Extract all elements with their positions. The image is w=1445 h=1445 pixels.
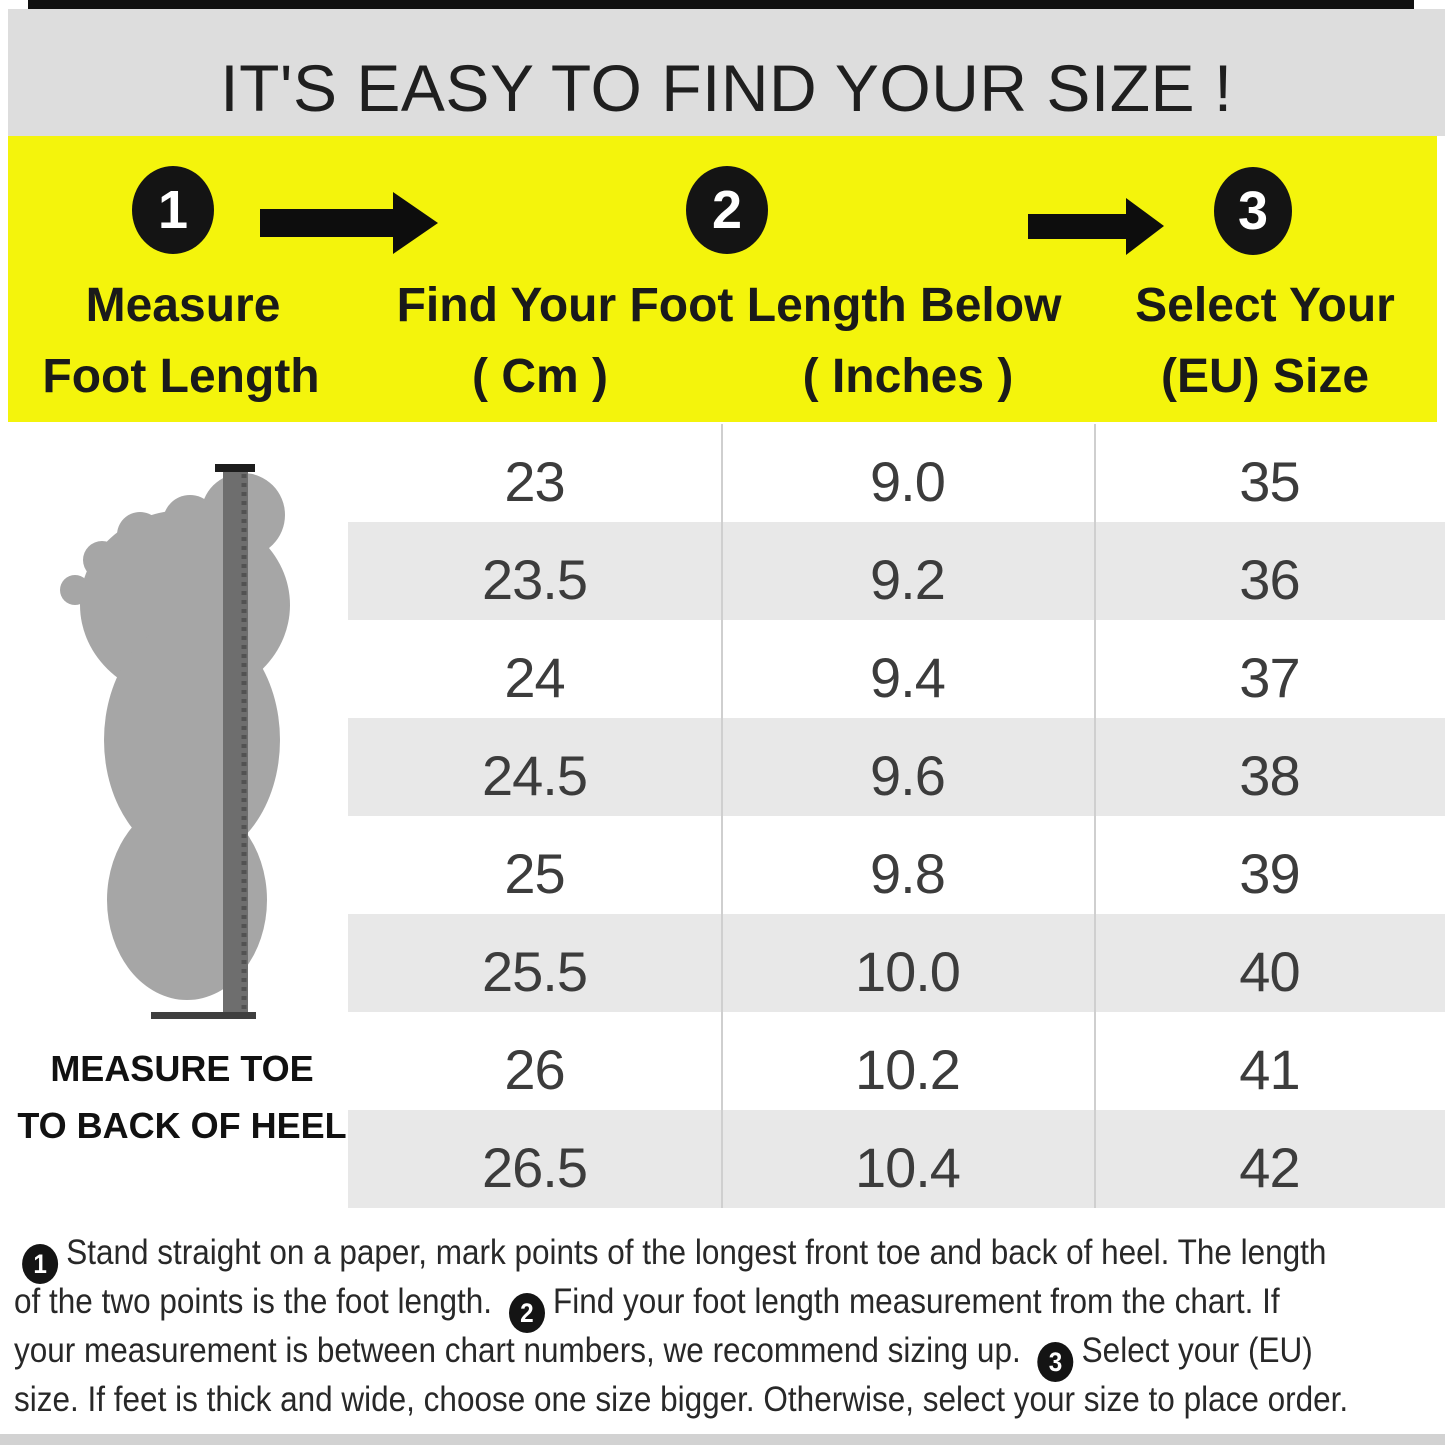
- table-row: 25 9.8 39: [348, 816, 1445, 914]
- table-cell: 41: [1239, 1038, 1300, 1101]
- table-row: 26 10.2 41: [348, 1012, 1445, 1110]
- table-cell: 42: [1239, 1136, 1300, 1199]
- step-number-badge: 2: [508, 1293, 545, 1333]
- foot-caption: MEASURE TOE TO BACK OF HEEL: [17, 1040, 346, 1154]
- table-cell: 10.2: [854, 1038, 961, 1101]
- ruler-icon: [151, 464, 256, 1019]
- table-cell: 35: [1239, 450, 1300, 513]
- step-2-number-badge: 2: [686, 166, 768, 254]
- table-cell: 38: [1239, 744, 1300, 807]
- table-cell: 25: [504, 842, 565, 905]
- table-cell: 9.8: [870, 842, 946, 905]
- step-3-number-badge: 3: [1214, 167, 1292, 255]
- instruction-line: your measurement is between chart number…: [14, 1326, 1313, 1382]
- table-cell: 9.0: [870, 450, 946, 513]
- table-cell: 37: [1239, 646, 1300, 709]
- table-row: 24.5 9.6 38: [348, 718, 1445, 816]
- table-row: 26.5 10.4 42: [348, 1110, 1445, 1208]
- step-2-label-cm: ( Cm ): [472, 350, 608, 403]
- size-table: 23 9.0 35 23.5 9.2 36 24 9.4 37 24.5 9.6 38 25 9.8 39 2…: [348, 424, 1445, 1208]
- table-row: 25.5 10.0 40: [348, 914, 1445, 1012]
- step-3-label-line2: (EU) Size: [1160, 350, 1370, 403]
- column-divider: [1094, 424, 1096, 1208]
- step-1-number-badge: 1: [132, 166, 214, 254]
- table-cell: 23.5: [481, 548, 588, 611]
- table-cell: 26.5: [481, 1136, 588, 1199]
- size-table-rows: 23 9.0 35 23.5 9.2 36 24 9.4 37 24.5 9.6 38 25 9.8 39 2…: [348, 424, 1445, 1208]
- table-cell: 24: [504, 646, 565, 709]
- table-cell: 36: [1239, 548, 1300, 611]
- step-1-label-line2: Foot Length: [42, 350, 320, 403]
- table-cell: 10.0: [854, 940, 961, 1003]
- instruction-line: 1 Stand straight on a paper, mark points …: [14, 1228, 1326, 1284]
- foot-caption-line2: TO BACK OF HEEL: [17, 1105, 347, 1146]
- step-2-label-inches: ( Inches ): [802, 350, 1014, 403]
- step-2-number: 2: [711, 180, 743, 240]
- step-1-number: 1: [157, 180, 189, 240]
- table-row: 23.5 9.2 36: [348, 522, 1445, 620]
- step-3-number: 3: [1237, 181, 1269, 241]
- table-cell: 9.6: [870, 744, 946, 807]
- step-2-label-line1: Find Your Foot Length Below: [396, 279, 1062, 332]
- column-divider: [721, 424, 723, 1208]
- foot-sole-shape: [60, 473, 290, 1000]
- foot-caption-line1: MEASURE TOE: [50, 1048, 314, 1089]
- instruction-line: size. If feet is thick and wide, choose …: [14, 1380, 1349, 1419]
- title-band: IT'S EASY TO FIND YOUR SIZE !: [8, 9, 1445, 136]
- instructions: 1 Stand straight on a paper, mark points …: [14, 1228, 1438, 1424]
- arrow-right-icon: [1028, 198, 1164, 255]
- table-cell: 23: [504, 450, 565, 513]
- table-cell: 9.4: [870, 646, 946, 709]
- table-cell: 25.5: [481, 940, 588, 1003]
- step-3-label-line1: Select Your: [1135, 279, 1395, 332]
- step-1-label-line1: Measure: [85, 279, 281, 332]
- table-row: 23 9.0 35: [348, 424, 1445, 522]
- step-number-badge: 1: [22, 1244, 59, 1284]
- step-number-badge: 3: [1037, 1342, 1074, 1382]
- table-cell: 26: [504, 1038, 565, 1101]
- bottom-border: [0, 1434, 1445, 1445]
- table-cell: 24.5: [481, 744, 588, 807]
- table-cell: 39: [1239, 842, 1300, 905]
- foot-outline-illustration: [60, 464, 290, 1019]
- table-cell: 10.4: [854, 1136, 961, 1199]
- arrow-right-icon: [260, 192, 438, 254]
- table-cell: 40: [1239, 940, 1300, 1003]
- table-row: 24 9.4 37: [348, 620, 1445, 718]
- table-cell: 9.2: [870, 548, 946, 611]
- top-border: [28, 0, 1414, 9]
- page-title: IT'S EASY TO FIND YOUR SIZE !: [220, 50, 1233, 125]
